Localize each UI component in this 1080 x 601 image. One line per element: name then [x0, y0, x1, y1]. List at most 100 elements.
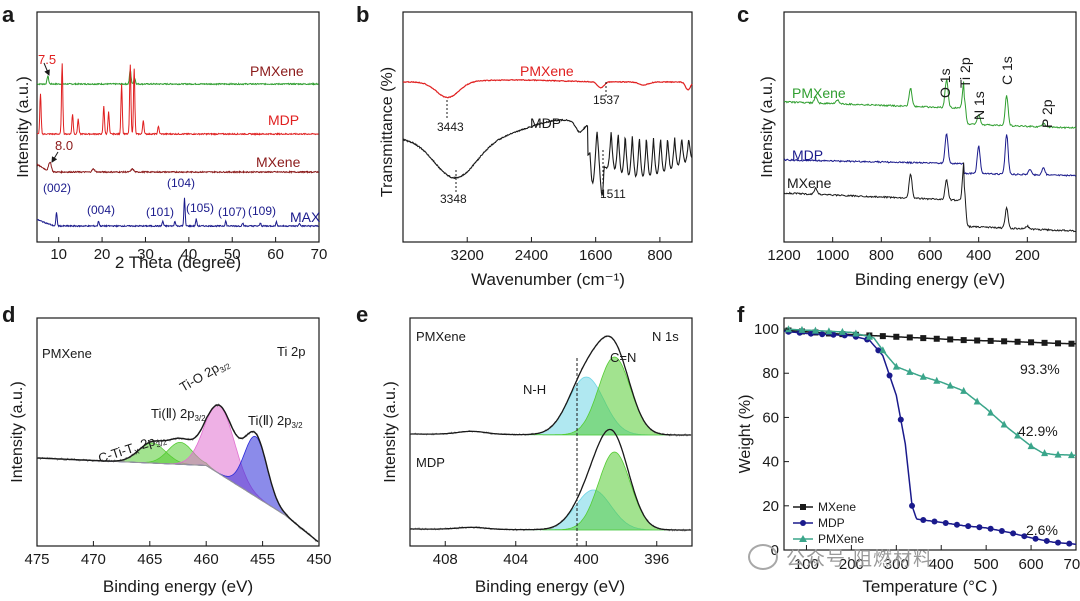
xlabel-e: Binding energy (eV) [475, 577, 625, 596]
watermark: 公众号·阻燃材料 [748, 537, 988, 577]
xtick-label-d-470: 470 [81, 551, 106, 568]
xtick-label-e-396: 396 [644, 551, 669, 568]
envelope-mdp-e [410, 428, 692, 531]
peak-label-7-5: 7.5 [38, 52, 56, 67]
curve-mxene-c [783, 162, 1077, 233]
marker-mxene-690 [1068, 340, 1075, 347]
marker-mdp-435 [953, 521, 960, 528]
marker-pmxene-690 [1068, 451, 1076, 459]
comp-label-nh: N-H [523, 382, 546, 397]
marker-mdp-385 [931, 518, 938, 525]
marker-pmxene-210 [852, 329, 860, 337]
xticks-a: 10 20 30 40 50 60 70 [50, 237, 327, 263]
curve-mdp-b [402, 118, 693, 197]
peak-label-8-0: 8.0 [55, 138, 73, 153]
envelope-pmxene-e [410, 335, 692, 436]
xtick-label-b-800: 800 [647, 247, 672, 264]
xtick-label-b-2400: 2400 [515, 247, 548, 264]
legend-marker-pmxene [799, 535, 807, 542]
curves-c [783, 79, 1077, 233]
xtick-label-f-600: 600 [1019, 556, 1044, 573]
legend-pmxene-a: PMXene [250, 63, 304, 79]
curve-pmxene-c [783, 79, 1077, 130]
panel-c: c 1200 1000 800 600 400 200 Binding energy (e… [737, 2, 1077, 289]
marker-pmxene-270 [879, 346, 887, 354]
plot-frame-e [409, 317, 693, 547]
panel-b: b 3200 2400 1600 800 Wavenumber (cm⁻¹) Tran… [356, 2, 693, 289]
xtick-label-c-200: 200 [1015, 247, 1040, 264]
marker-mdp-335 [909, 502, 916, 509]
curves-a [36, 62, 319, 228]
ann-1537: 1537 [593, 93, 620, 107]
xticks-b: 3200 2400 1600 800 [451, 237, 672, 264]
legend-pmxene-e: PMXene [416, 329, 466, 344]
curves-e [409, 335, 692, 532]
ann-3348: 3348 [440, 192, 467, 206]
arrow-8-0 [51, 151, 59, 163]
panel-letter-e: e [356, 302, 368, 327]
xtick-label-a-40: 40 [181, 246, 198, 263]
marker-mxene-660 [1055, 340, 1062, 347]
ann-2-6: 2.6% [1026, 522, 1058, 538]
wechat-icon [748, 544, 778, 570]
marker-pmxene-600 [1027, 442, 1035, 450]
marker-mdp-610 [1032, 535, 1039, 542]
legend-text-mdp: MDP [818, 516, 845, 530]
peak-ti2p: Ti 2p [957, 57, 973, 88]
panel-letter-f: f [737, 302, 745, 327]
xtick-label-d-460: 460 [194, 551, 219, 568]
ytick-label-f-40: 40 [762, 454, 779, 471]
xtick-label-c-600: 600 [917, 247, 942, 264]
region-label-e: N 1s [652, 329, 679, 344]
marker-pmxene-660 [1054, 450, 1062, 458]
marker-mdp-310 [897, 416, 904, 423]
xticks-d: 475 470 465 460 455 450 [24, 541, 332, 568]
legend-f: MXene MDP PMXene [793, 500, 864, 546]
raw-mdp-e [409, 428, 692, 532]
marker-pmxene-180 [838, 327, 846, 335]
xtick-label-d-465: 465 [137, 551, 162, 568]
xlabel-a: 2 Theta (degree) [115, 253, 241, 272]
legend-mxene-c: MXene [787, 175, 832, 191]
marker-pmxene-240 [865, 332, 873, 340]
panel-a: a 10 20 30 40 50 60 70 2 Theta (degree) Intens… [2, 2, 327, 272]
xtick-label-f-100: 100 [794, 556, 819, 573]
xtick-label-e-408: 408 [433, 551, 458, 568]
marker-mxene-510 [987, 337, 994, 344]
curve-pmxene-b [402, 78, 693, 99]
comp-label-ti2-b: Ti(Ⅱ) 2p3/2 [248, 413, 303, 430]
xtick-label-f-500: 500 [974, 556, 999, 573]
marker-mxene-300 [893, 333, 900, 340]
plot-frame-f [783, 317, 1077, 551]
marker-pmxene-300 [892, 362, 900, 370]
marker-pmxene-330 [906, 367, 914, 375]
marker-pmxene-420 [946, 381, 954, 389]
ylabel-f: Weight (%) [737, 395, 754, 474]
plot-frame-c [783, 11, 1077, 243]
xtick-label-c-1200: 1200 [767, 247, 800, 264]
marker-mdp-135 [819, 331, 826, 338]
curve-pmxene-f [783, 328, 1076, 456]
ylabel-e: Intensity (a.u.) [382, 381, 399, 482]
curves-f [783, 325, 1077, 547]
marker-mdp-510 [987, 525, 994, 532]
marker-pmxene-150 [825, 327, 833, 335]
ytick-label-f-80: 80 [762, 365, 779, 382]
marker-pmxene-510 [987, 408, 995, 416]
ylabel-c: Intensity (a.u.) [759, 76, 776, 177]
panel-e: e 408 404 400 396 Binding energy (eV) Inten… [356, 302, 693, 596]
component-mdp-1 [515, 451, 684, 531]
curve-mxene [36, 161, 319, 174]
comp-label-cn: C=N [610, 350, 636, 365]
marker-pmxene-360 [919, 372, 927, 380]
xtick-label-b-1600: 1600 [579, 247, 612, 264]
xtick-label-d-455: 455 [250, 551, 275, 568]
xtick-label-d-450: 450 [306, 551, 331, 568]
ylabel-b: Transmittance (%) [379, 67, 396, 197]
marker-pmxene-120 [811, 326, 819, 334]
xlabel-b: Wavenumber (cm⁻¹) [471, 270, 625, 289]
marker-mdp-535 [998, 527, 1005, 534]
curve-mdp [36, 63, 319, 136]
xtick-label-a-60: 60 [267, 246, 284, 263]
